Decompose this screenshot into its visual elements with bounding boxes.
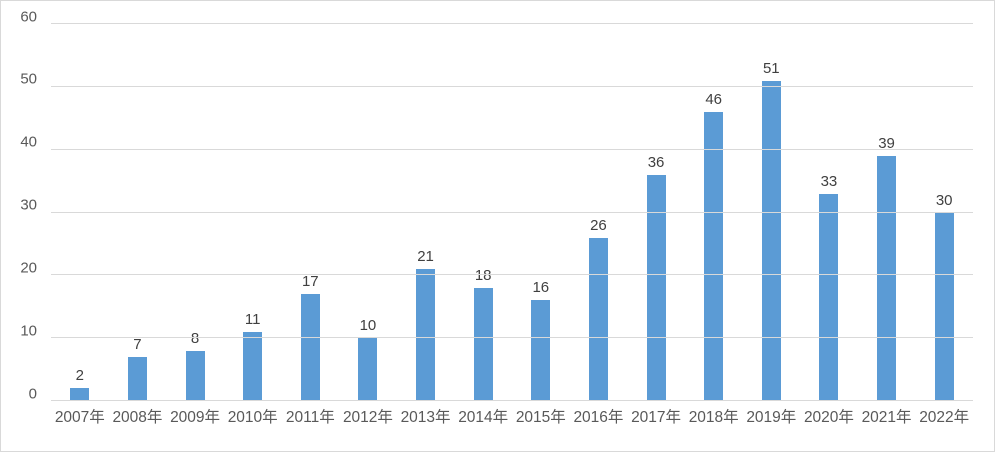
bar bbox=[531, 300, 551, 401]
x-tick-label: 2019年 bbox=[746, 409, 797, 426]
x-axis: 2007年 2008年 2009年 2010年 2011年 2012年 2013年 2014年… bbox=[51, 405, 973, 431]
bar-value-label: 8 bbox=[190, 329, 200, 347]
gridline-20 bbox=[51, 274, 973, 276]
gridline-10 bbox=[51, 337, 973, 339]
bar bbox=[646, 174, 666, 401]
bar-slot-2022年: 30 bbox=[915, 24, 973, 401]
bar bbox=[358, 338, 378, 401]
y-tick-label: 20 bbox=[20, 259, 37, 277]
x-tick-label: 2018年 bbox=[688, 409, 739, 426]
x-tick-label: 2013年 bbox=[400, 409, 451, 426]
bar-slot-2020年: 33 bbox=[800, 24, 858, 401]
bar-slot-2009年: 8 bbox=[166, 24, 224, 401]
x-tick-label: 2016年 bbox=[573, 409, 624, 426]
y-tick-label: 10 bbox=[20, 322, 37, 340]
bar-value-label: 21 bbox=[417, 248, 434, 266]
gridline-40 bbox=[51, 148, 973, 150]
plot-area: 2 7 8 11 17 10 21 18 16 26 36 46 51 33 39 30 bbox=[51, 23, 973, 401]
bar bbox=[473, 287, 493, 401]
bar-slot-2010年: 11 bbox=[224, 24, 282, 401]
bar bbox=[70, 388, 90, 401]
y-tick-label: 30 bbox=[20, 196, 37, 214]
x-tick-label: 2011年 bbox=[285, 409, 335, 426]
y-tick-label: 50 bbox=[20, 70, 37, 88]
bar bbox=[127, 357, 147, 401]
bar-value-label: 33 bbox=[820, 172, 838, 190]
bar-slot-2021年: 39 bbox=[858, 24, 916, 401]
gridline-30 bbox=[51, 211, 973, 213]
bar bbox=[704, 111, 724, 401]
bar-value-label: 17 bbox=[301, 273, 319, 291]
x-tick-label: 2017年 bbox=[631, 409, 682, 426]
bar-slot-2008年: 7 bbox=[109, 24, 167, 401]
y-axis: 0 10 20 30 40 50 60 bbox=[1, 9, 37, 402]
bar-slot-2013年: 21 bbox=[397, 24, 455, 401]
x-tick-label: 2014年 bbox=[458, 409, 509, 426]
bar bbox=[416, 269, 436, 401]
x-tick-label: 2008年 bbox=[112, 409, 163, 426]
x-tick-label: 2020年 bbox=[803, 409, 854, 426]
bar-slot-2014年: 18 bbox=[454, 24, 512, 401]
bar bbox=[588, 237, 608, 401]
bar-value-label: 26 bbox=[590, 216, 607, 234]
bar-slot-2012年: 10 bbox=[339, 24, 397, 401]
y-tick-label: 0 bbox=[28, 385, 37, 402]
bar-value-label: 16 bbox=[532, 279, 550, 297]
bar-series: 2 7 8 11 17 10 21 18 16 26 36 46 51 33 39 30 bbox=[51, 24, 973, 401]
bar-value-label: 51 bbox=[762, 59, 780, 77]
bar-slot-2011年: 17 bbox=[282, 24, 340, 401]
bar-slot-2018年: 46 bbox=[685, 24, 743, 401]
bar-slot-2015年: 16 bbox=[512, 24, 570, 401]
bar bbox=[877, 155, 897, 401]
gridline-60 bbox=[51, 23, 973, 24]
bar bbox=[185, 350, 205, 401]
bar bbox=[761, 80, 781, 401]
bar-slot-2007年: 2 bbox=[51, 24, 109, 401]
bar-slot-2017年: 36 bbox=[627, 24, 685, 401]
bar-slot-2019年: 51 bbox=[743, 24, 801, 401]
bar-value-label: 39 bbox=[878, 134, 895, 152]
x-tick-label: 2021年 bbox=[861, 409, 912, 426]
bar bbox=[934, 212, 954, 401]
y-tick-label: 40 bbox=[20, 133, 37, 151]
gridline-0 bbox=[51, 400, 973, 401]
bar-value-label: 18 bbox=[474, 266, 492, 284]
y-tick-label: 60 bbox=[20, 8, 37, 25]
x-tick-label: 2012年 bbox=[342, 409, 393, 426]
bar-slot-2016年: 26 bbox=[570, 24, 628, 401]
x-tick-label: 2009年 bbox=[170, 409, 221, 426]
bar-value-label: 30 bbox=[935, 191, 953, 209]
bar bbox=[819, 193, 839, 401]
bar bbox=[300, 294, 320, 401]
x-tick-label: 2010年 bbox=[227, 409, 278, 426]
gridline-50 bbox=[51, 85, 973, 87]
x-tick-label: 2022年 bbox=[919, 409, 970, 426]
bar-value-label: 36 bbox=[647, 153, 665, 171]
bar-value-label: 46 bbox=[705, 90, 723, 108]
bar bbox=[243, 331, 263, 401]
bar-value-label: 7 bbox=[133, 336, 142, 354]
bar-value-label: 11 bbox=[244, 310, 261, 328]
bar-value-label: 10 bbox=[359, 317, 377, 335]
x-tick-label: 2007年 bbox=[54, 409, 105, 426]
x-tick-label: 2015年 bbox=[515, 409, 566, 426]
bar-value-label: 2 bbox=[75, 367, 84, 385]
